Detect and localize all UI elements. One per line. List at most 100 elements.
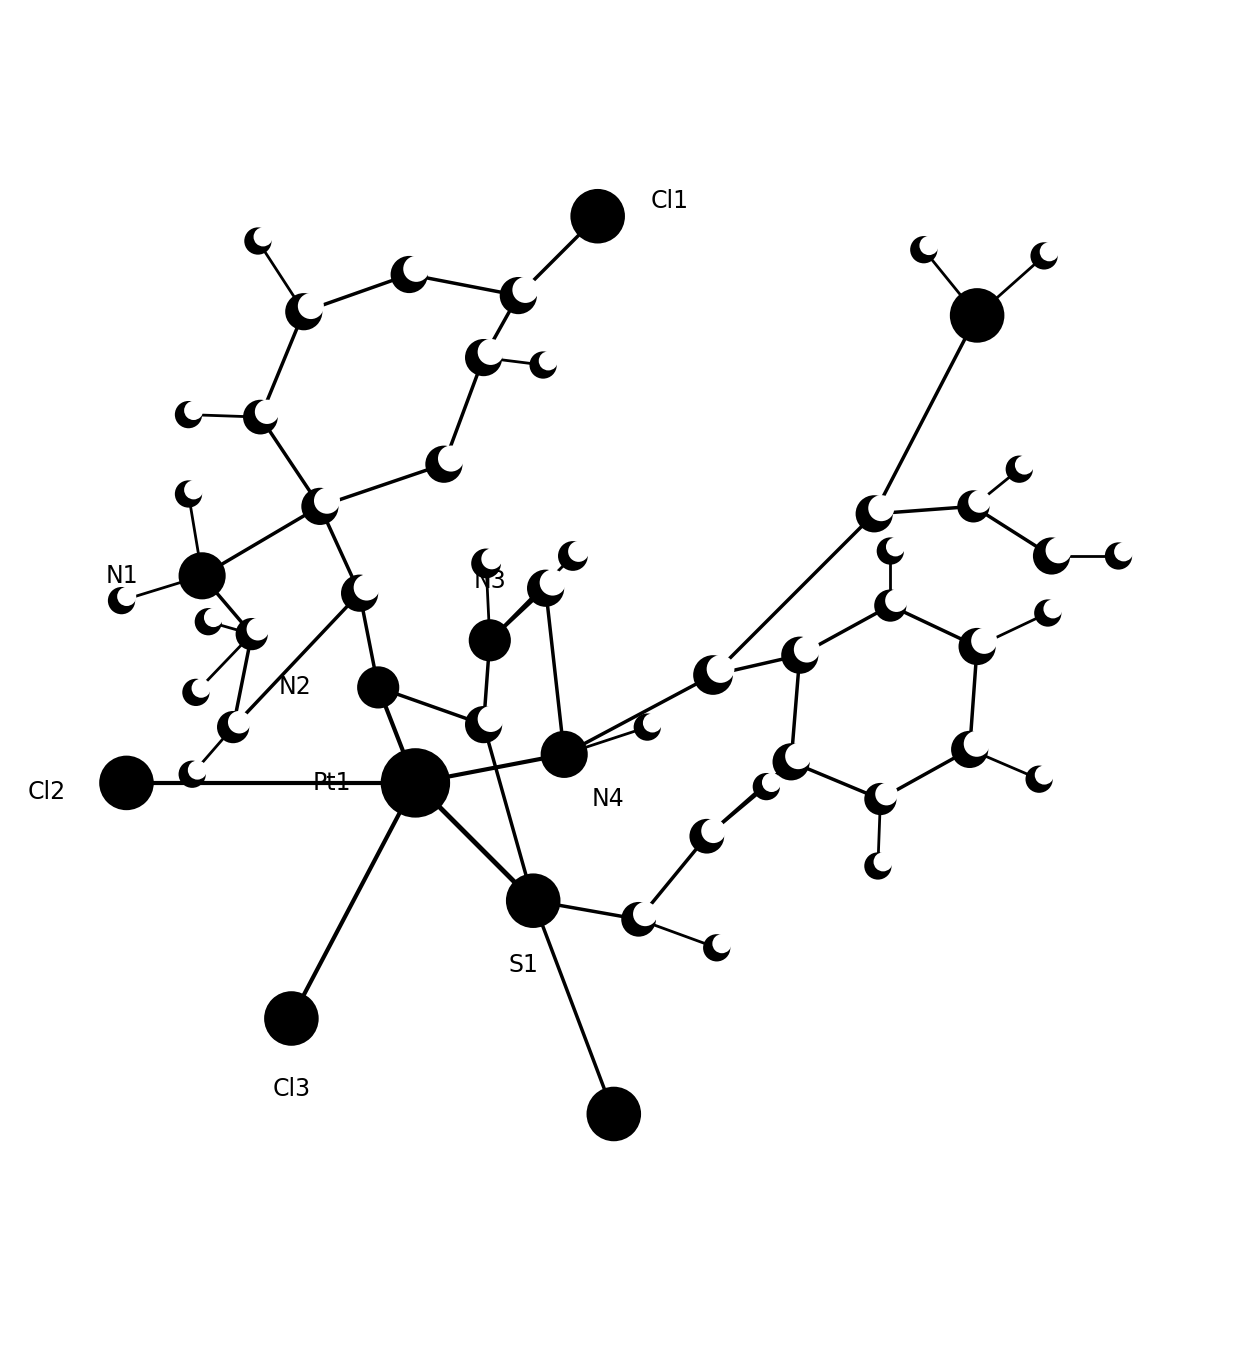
Circle shape — [634, 714, 661, 741]
Circle shape — [341, 575, 378, 611]
Circle shape — [538, 351, 558, 370]
Text: N4: N4 — [591, 787, 624, 812]
Circle shape — [1105, 542, 1132, 569]
Circle shape — [195, 608, 222, 635]
Circle shape — [1045, 538, 1071, 564]
Text: N3: N3 — [474, 569, 506, 592]
Circle shape — [634, 902, 657, 927]
Text: N2: N2 — [279, 675, 311, 699]
Circle shape — [968, 491, 991, 512]
Text: Pt1: Pt1 — [312, 771, 352, 795]
Circle shape — [541, 730, 588, 778]
Circle shape — [477, 706, 503, 732]
Circle shape — [357, 667, 399, 709]
Circle shape — [203, 608, 223, 627]
Circle shape — [99, 756, 154, 810]
Circle shape — [184, 480, 203, 500]
Circle shape — [1034, 766, 1054, 785]
Circle shape — [1039, 243, 1059, 262]
Circle shape — [693, 656, 733, 695]
Circle shape — [403, 256, 429, 282]
Circle shape — [244, 228, 272, 255]
Circle shape — [108, 587, 135, 614]
Circle shape — [425, 446, 463, 482]
Circle shape — [794, 637, 820, 663]
Circle shape — [236, 618, 268, 650]
Circle shape — [481, 549, 502, 569]
Circle shape — [191, 679, 211, 698]
Circle shape — [1114, 542, 1133, 561]
Circle shape — [465, 706, 502, 744]
Circle shape — [1034, 599, 1061, 626]
Circle shape — [179, 760, 206, 787]
Text: N1: N1 — [105, 564, 138, 588]
Circle shape — [1025, 766, 1053, 793]
Circle shape — [773, 744, 810, 780]
Circle shape — [875, 783, 898, 805]
Circle shape — [587, 1087, 641, 1141]
Circle shape — [285, 293, 322, 331]
Circle shape — [885, 538, 905, 557]
Circle shape — [301, 488, 339, 524]
Circle shape — [264, 992, 319, 1046]
Circle shape — [877, 538, 904, 565]
Circle shape — [182, 679, 210, 706]
Circle shape — [471, 549, 501, 579]
Circle shape — [243, 400, 278, 435]
Circle shape — [381, 748, 450, 817]
Circle shape — [529, 351, 557, 378]
Circle shape — [570, 188, 625, 244]
Circle shape — [971, 627, 997, 654]
Circle shape — [353, 575, 379, 600]
Circle shape — [864, 783, 897, 816]
Circle shape — [868, 495, 894, 522]
Circle shape — [864, 852, 892, 879]
Circle shape — [465, 339, 502, 377]
Circle shape — [247, 618, 269, 641]
Circle shape — [621, 902, 656, 936]
Circle shape — [951, 730, 988, 768]
Circle shape — [217, 711, 249, 744]
Circle shape — [910, 236, 937, 263]
Circle shape — [298, 293, 324, 318]
Circle shape — [539, 569, 565, 596]
Circle shape — [187, 760, 207, 779]
Circle shape — [753, 772, 780, 801]
Circle shape — [785, 743, 811, 770]
Circle shape — [702, 818, 725, 843]
Circle shape — [959, 627, 996, 665]
Circle shape — [874, 589, 906, 622]
Circle shape — [438, 446, 464, 472]
Text: Cl2: Cl2 — [29, 779, 66, 804]
Circle shape — [950, 289, 1004, 343]
Circle shape — [1006, 455, 1033, 482]
Circle shape — [175, 480, 202, 508]
Circle shape — [712, 934, 732, 953]
Circle shape — [885, 589, 908, 612]
Circle shape — [963, 730, 990, 757]
Text: Cl3: Cl3 — [273, 1077, 310, 1102]
Circle shape — [500, 276, 537, 314]
Circle shape — [781, 637, 818, 673]
Circle shape — [707, 654, 734, 683]
Circle shape — [184, 401, 203, 420]
Circle shape — [558, 541, 588, 570]
Circle shape — [1030, 243, 1058, 270]
Circle shape — [391, 256, 428, 293]
Circle shape — [568, 541, 589, 562]
Circle shape — [527, 569, 564, 607]
Circle shape — [228, 711, 250, 733]
Circle shape — [512, 276, 538, 304]
Circle shape — [856, 495, 893, 533]
Circle shape — [469, 619, 511, 661]
Circle shape — [957, 491, 990, 523]
Circle shape — [314, 488, 340, 514]
Circle shape — [1033, 538, 1070, 575]
Circle shape — [1043, 599, 1063, 618]
Circle shape — [642, 713, 662, 733]
Circle shape — [761, 772, 781, 793]
Circle shape — [477, 339, 503, 364]
Circle shape — [253, 228, 273, 247]
Circle shape — [873, 852, 893, 871]
Circle shape — [703, 934, 730, 962]
